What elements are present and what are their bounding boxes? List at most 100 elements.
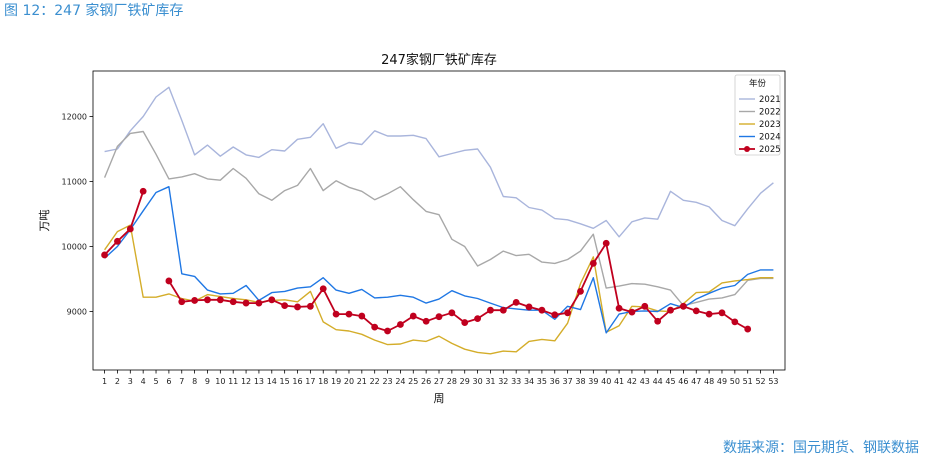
data-point-2025 <box>371 323 379 331</box>
x-tick-label: 19 <box>331 377 341 386</box>
data-point-2025 <box>705 310 713 318</box>
x-tick-label: 32 <box>498 377 508 386</box>
x-tick-label: 10 <box>215 377 225 386</box>
data-point-2025 <box>332 310 340 318</box>
x-tick-label: 33 <box>511 377 521 386</box>
y-tick-label: 11000 <box>62 178 87 187</box>
x-tick-label: 6 <box>166 377 171 386</box>
series-line-2025 <box>168 242 749 332</box>
data-point-2025 <box>499 306 507 314</box>
y-axis-label: 万吨 <box>38 210 51 232</box>
x-tick-label: 40 <box>601 377 611 386</box>
data-point-2025 <box>191 297 199 304</box>
legend-marker <box>744 146 750 152</box>
data-point-2025 <box>397 321 404 328</box>
x-tick-label: 15 <box>280 377 290 386</box>
legend-item-2025: 2025 <box>739 145 781 155</box>
y-axis: 9000 10000 11000 12000 <box>62 113 93 317</box>
data-point-2025 <box>461 319 469 326</box>
x-tick-label: 36 <box>550 377 560 386</box>
x-tick-label: 16 <box>292 377 302 386</box>
data-point-2025 <box>204 296 211 304</box>
data-point-2025 <box>744 325 752 333</box>
x-tick-label: 34 <box>524 377 534 386</box>
data-point-2025 <box>294 303 301 311</box>
data-point-2025 <box>718 309 726 317</box>
x-tick-label: 48 <box>704 377 714 386</box>
legend-label: 2024 <box>759 133 781 143</box>
data-point-2025 <box>255 299 263 307</box>
x-tick-label: 28 <box>447 377 457 386</box>
x-tick-label: 25 <box>408 377 418 386</box>
data-point-2025 <box>281 302 289 310</box>
data-source-note: 数据来源：国元期货、钢联数据 <box>723 440 919 456</box>
x-tick-label: 51 <box>743 377 753 386</box>
y-tick-label: 12000 <box>62 113 87 122</box>
data-point-2025 <box>679 302 687 310</box>
data-point-2025 <box>628 308 636 316</box>
series-line-2025 <box>103 191 145 256</box>
x-tick-label: 13 <box>254 377 264 386</box>
data-point-2025 <box>564 309 572 317</box>
data-point-2025 <box>577 287 584 295</box>
x-tick-label: 37 <box>563 377 573 386</box>
legend-item-2023: 2023 <box>739 120 781 130</box>
legend-item-2022: 2022 <box>739 108 781 118</box>
x-tick-label: 8 <box>192 377 197 386</box>
x-tick-label: 26 <box>421 377 431 386</box>
data-point-2025 <box>667 306 674 314</box>
data-point-2025 <box>165 277 173 285</box>
x-tick-label: 24 <box>395 377 405 386</box>
x-tick-label: 35 <box>537 377 547 386</box>
data-point-2025 <box>319 285 327 293</box>
x-axis: 1 2 3 4 5 6 7 8 9 10 11 12 13 14 15 16 17 18 19 20 21 22 23 24 2… <box>102 370 779 386</box>
x-tick-label: 4 <box>141 377 146 386</box>
x-tick-label: 42 <box>627 377 637 386</box>
x-tick-label: 11 <box>228 377 238 386</box>
legend-item-2021: 2021 <box>739 95 781 105</box>
legend-label: 2023 <box>759 120 781 130</box>
x-axis-label: 周 <box>434 392 445 405</box>
data-point-2025 <box>345 310 353 318</box>
data-point-2025 <box>435 313 443 321</box>
x-tick-label: 39 <box>588 377 598 386</box>
data-point-2025 <box>448 309 456 317</box>
data-point-2025 <box>306 302 314 310</box>
data-point-2025 <box>358 312 366 320</box>
series-line-2022 <box>103 130 774 307</box>
data-point-2025 <box>409 312 417 320</box>
data-point-2025 <box>487 306 494 314</box>
x-tick-label: 23 <box>382 377 392 386</box>
data-point-2025 <box>512 299 520 306</box>
x-tick-label: 47 <box>691 377 701 386</box>
data-point-2025 <box>538 306 546 314</box>
legend-label: 2021 <box>759 95 781 105</box>
x-tick-label: 43 <box>640 377 650 386</box>
data-point-2025 <box>242 299 250 307</box>
data-point-2025 <box>551 311 559 319</box>
series-2022 <box>103 130 774 307</box>
y-tick-label: 9000 <box>67 308 87 317</box>
x-tick-label: 18 <box>318 377 328 386</box>
data-point-2025 <box>216 296 224 304</box>
data-point-2025 <box>474 315 481 323</box>
data-point-2025 <box>692 307 700 315</box>
x-tick-label: 45 <box>665 377 675 386</box>
x-tick-label: 21 <box>357 377 367 386</box>
x-tick-label: 44 <box>653 377 663 386</box>
legend-box <box>734 74 781 156</box>
chart-title: 247家钢厂铁矿库存 <box>381 52 497 68</box>
data-point-2025 <box>114 237 121 245</box>
x-tick-label: 53 <box>768 377 778 386</box>
legend-item-2024: 2024 <box>739 133 781 143</box>
x-tick-label: 1 <box>102 377 107 386</box>
x-tick-label: 22 <box>370 377 380 386</box>
legend-items: 2021 2022 2023 2024 2025 <box>739 95 781 155</box>
x-tick-label: 50 <box>730 377 740 386</box>
x-tick-label: 46 <box>678 377 688 386</box>
series-line-2023 <box>104 224 774 355</box>
data-point-2025 <box>268 296 276 304</box>
data-point-2025 <box>589 260 597 267</box>
data-point-2025 <box>602 239 610 247</box>
